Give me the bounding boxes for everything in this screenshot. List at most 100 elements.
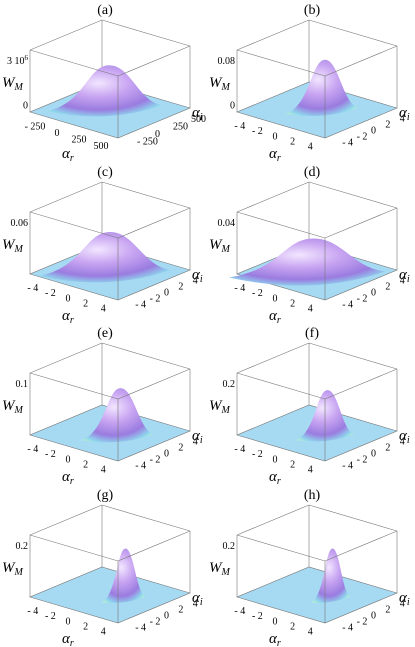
z-axis-sub: M [221,82,231,93]
box-edge [324,45,398,77]
x-tick-label: - 2 [252,611,263,622]
y-tick-label: 0 [164,448,169,459]
x-axis-text: α [269,146,278,162]
y-axis-sub: i [407,597,410,608]
x-tick-label: - 4 [234,121,245,132]
box-edge [101,181,191,209]
box-edge [236,342,310,374]
x-axis-sub: r [70,315,74,326]
surface [228,238,385,286]
z-tick-text: 0.2 [223,379,236,390]
z-axis-sub: M [221,405,231,416]
y-axis-text: α [399,267,408,283]
y-tick-label: 4 [400,598,405,609]
y-tick-label: 4 [400,436,405,447]
z-tick-text: 0.04 [218,218,236,229]
y-tick-label: 4 [193,598,198,609]
x-axis-text: α [62,631,71,647]
panel-label: (g) [97,488,114,503]
box-edge [101,19,191,47]
z-axis-sub: M [221,244,231,255]
box-edge [29,504,103,536]
y-tick-label: 0 [371,287,376,298]
x-tick-label: - 2 [252,288,263,299]
box-edge [29,181,103,213]
y-axis-text: α [399,428,408,444]
y-tick-label: - 2 [357,616,368,627]
panel-label: (d) [304,165,321,180]
x-tick-label: 0 [55,128,60,139]
y-axis-sub: i [200,435,203,446]
y-axis-sub: i [200,597,203,608]
panel-label: (a) [97,3,113,18]
z-tick-text: 0.1 [16,379,29,390]
y-tick-label: - 4 [342,299,353,310]
x-axis-text: α [269,631,278,647]
panel-label: (e) [97,326,113,341]
box-edge [236,534,326,562]
box-edge [117,530,191,562]
z-zero-label: 0 [23,100,28,111]
surface [38,232,171,283]
x-tick-label: - 4 [27,444,38,455]
z-tick-text: 0.2 [223,541,236,552]
y-tick-label: - 4 [342,460,353,471]
x-tick-label: 2 [290,459,295,470]
y-axis-text: α [399,105,408,121]
z-tick-label: 0.08 [218,56,236,67]
y-axis-label: αi [399,267,410,285]
panel-label: (f) [305,326,319,341]
y-tick-label: 4 [193,275,198,286]
z-axis-label: WM [2,75,24,93]
z-axis-text: W [2,398,16,414]
box-edge [236,49,326,77]
box-edge [29,49,119,77]
y-axis-label: αi [192,428,203,446]
y-tick-label: - 2 [150,616,161,627]
z-axis-sub: M [14,244,24,255]
x-tick-label: 0 [273,454,278,465]
y-axis-sub: i [407,274,410,285]
x-axis-sub: r [70,476,74,487]
panel-label: (c) [97,165,113,180]
y-tick-label: 2 [385,119,390,130]
x-axis-sub: r [277,638,281,647]
surface [81,388,154,443]
z-axis-label: WM [209,398,231,416]
y-axis-sub: i [407,435,410,446]
y-tick-label: - 4 [135,299,146,310]
x-tick-label: 0 [273,616,278,627]
x-axis-text: α [62,469,71,485]
y-axis-text: α [399,590,408,606]
x-axis-label: αr [62,631,74,647]
x-axis-text: α [62,146,71,162]
x-axis-label: αr [62,308,74,326]
y-axis-text: α [192,267,201,283]
box-edge [324,368,398,400]
y-axis-label: αi [399,105,410,123]
y-tick-label: 0 [164,610,169,621]
surface [286,59,358,117]
x-tick-label: 0 [66,293,71,304]
y-tick-label: 2 [385,604,390,615]
z-axis-sub: M [14,82,24,93]
box-edge [101,342,191,370]
z-tick-exp: 6 [25,54,29,62]
y-tick-label: 2 [385,281,390,292]
y-axis-label: αi [192,590,203,608]
z-axis-text: W [2,560,16,576]
x-tick-label: 2 [290,298,295,309]
x-axis-label: αr [62,146,74,164]
y-tick-label: - 2 [150,454,161,465]
box-edge [236,372,326,400]
x-axis-text: α [62,308,71,324]
y-tick-label: - 4 [135,622,146,633]
x-axis-label: αr [269,146,281,164]
